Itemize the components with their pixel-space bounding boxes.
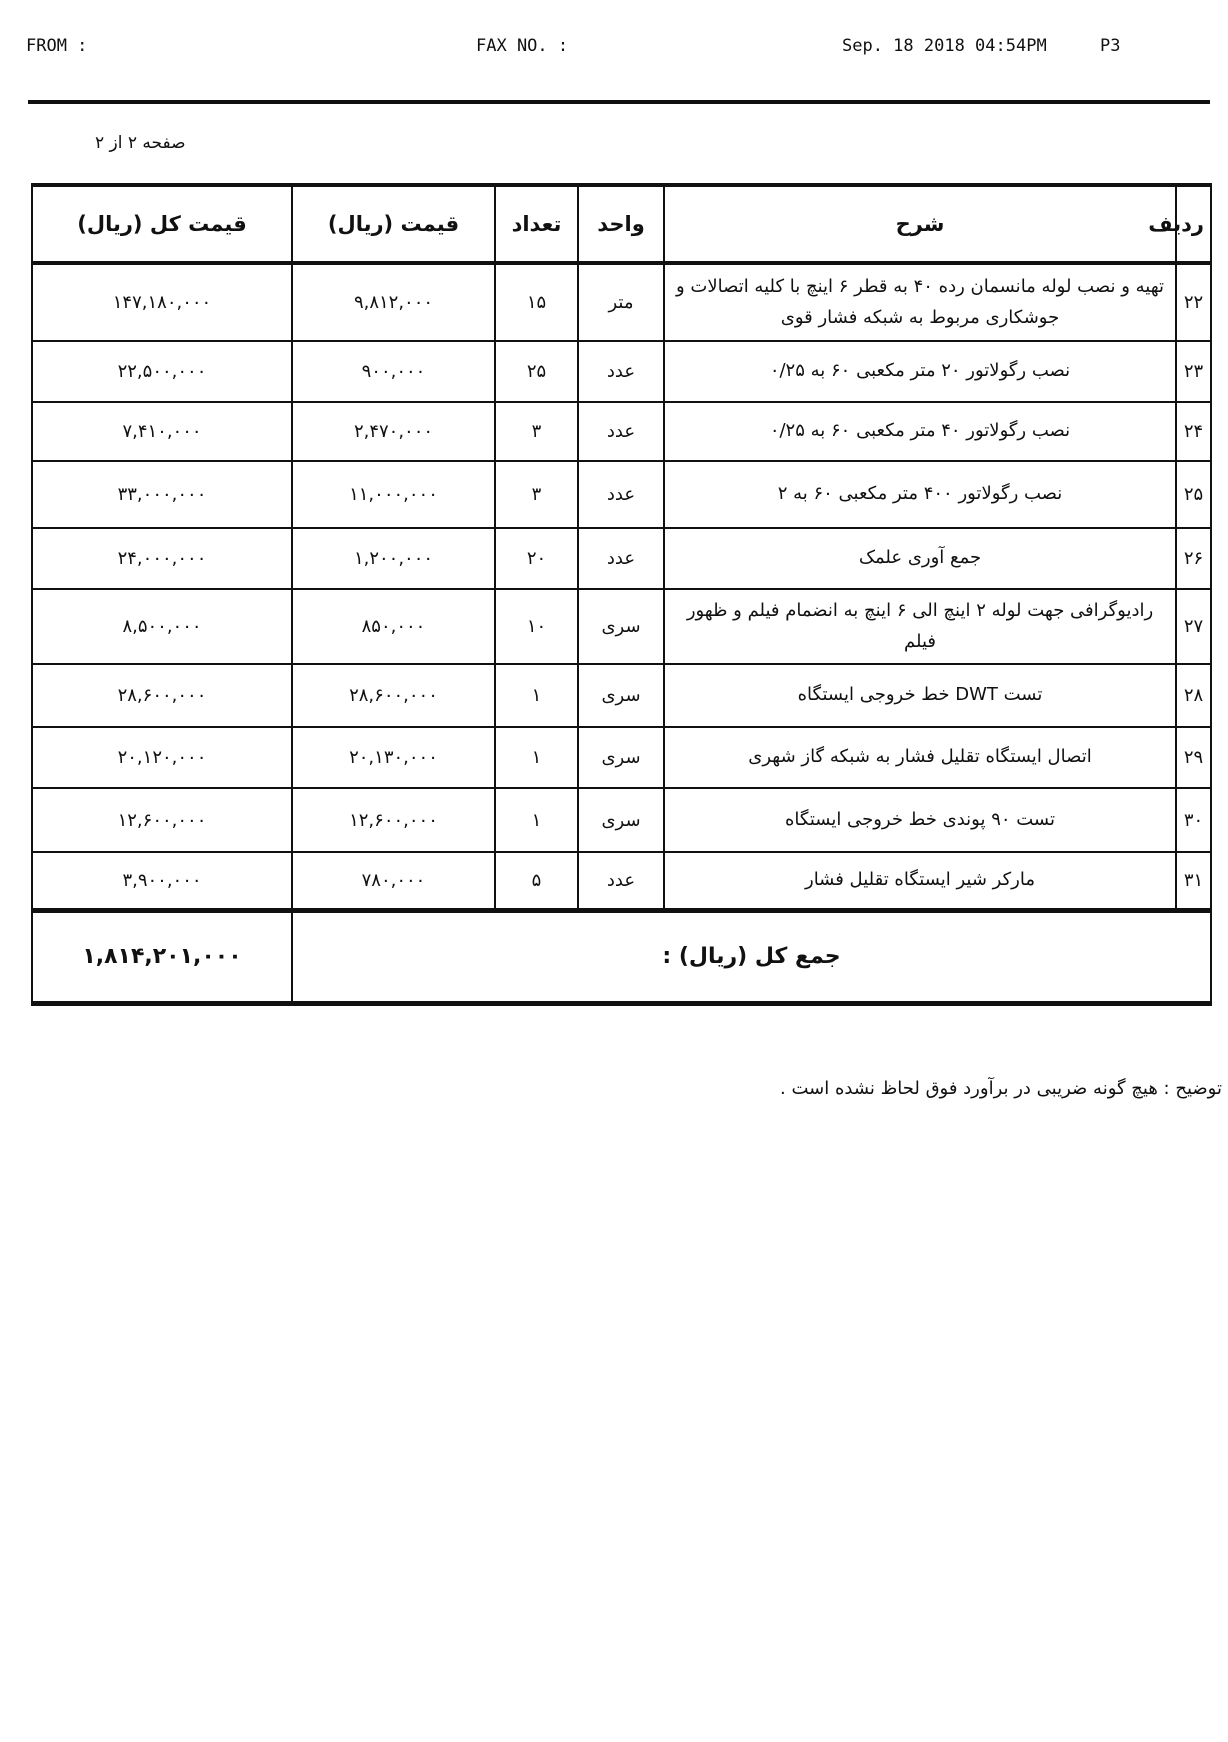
description-cell: رادیوگرافی جهت لوله ۲ اینچ الی ۶ اینچ به… [663, 588, 1177, 665]
table-cell: ۲۵ [1175, 460, 1212, 529]
table-cell: ۷,۴۱۰,۰۰۰ [31, 401, 293, 462]
table-cell: عدد [577, 340, 665, 403]
table-cell: ۳,۹۰۰,۰۰۰ [31, 851, 293, 911]
table-cell: ۱ [494, 787, 579, 853]
table-cell: ۱,۲۰۰,۰۰۰ [291, 527, 496, 590]
table-cell: عدد [577, 851, 665, 911]
table-cell: ۲۲,۵۰۰,۰۰۰ [31, 340, 293, 403]
table-cell: ۱۵ [494, 262, 579, 342]
table-cell: ۳ [494, 460, 579, 529]
estimate-table: ردیف شرح واحد تعداد قیمت (ریال) قیمت کل (ریال… [31, 183, 1212, 1006]
table-cell: ۲۴,۰۰۰,۰۰۰ [31, 527, 293, 590]
table-row: ۲۳ نصب رگولاتور ۲۰ متر مکعبی ۶۰ به ۰/۲۵ عد… [31, 340, 1212, 403]
table-row: ۲۴ نصب رگولاتور ۴۰ متر مکعبی ۶۰ به ۰/۲۵ عد… [31, 401, 1212, 462]
page-label: صفحه ۲ از ۲ [95, 133, 186, 153]
table-row: ۲۶ جمع آوری علمک عدد ۲۰ ۱,۲۰۰,۰۰۰ ۲۴,۰۰۰,۰۰۰ [31, 527, 1212, 590]
table-cell: عدد [577, 401, 665, 462]
header-cell: واحد [577, 183, 665, 265]
table-cell: ۲۴ [1175, 401, 1212, 462]
table-row: ۳۱ مارکر شیر ایستگاه تقلیل فشار عدد ۵ ۷۸۰,۰۰… [31, 851, 1212, 911]
table-cell: عدد [577, 527, 665, 590]
table-cell: ۳۳,۰۰۰,۰۰۰ [31, 460, 293, 529]
table-cell: ۲۸ [1175, 663, 1212, 728]
table-cell: ۷۸۰,۰۰۰ [291, 851, 496, 911]
table-row: ۲۲ تهیه و نصب لوله مانسمان رده ۴۰ به قطر … [31, 262, 1212, 342]
table-row: ۲۹ اتصال ایستگاه تقلیل فشار به شبکه گاز ش… [31, 726, 1212, 789]
table-row: ۲۵ نصب رگولاتور ۴۰۰ متر مکعبی ۶۰ به ۲ عدد ۳… [31, 460, 1212, 529]
table-cell: ۲۶ [1175, 527, 1212, 590]
table-cell: ۲۰,۱۲۰,۰۰۰ [31, 726, 293, 789]
fax-page: P3 [1100, 36, 1121, 56]
description-cell: مارکر شیر ایستگاه تقلیل فشار [663, 851, 1177, 911]
table-cell: ۲۰,۱۳۰,۰۰۰ [291, 726, 496, 789]
footnote: توضیح : هیچ گونه ضریبی در برآورد فوق لحا… [780, 1078, 1222, 1099]
table-cell: ۹۰۰,۰۰۰ [291, 340, 496, 403]
total-value: ۱,۸۱۴,۲۰۱,۰۰۰ [31, 907, 293, 1006]
table-cell: ۱۴۷,۱۸۰,۰۰۰ [31, 262, 293, 342]
description-cell: جمع آوری علمک [663, 527, 1177, 590]
table-cell: ۱ [494, 726, 579, 789]
table-cell: عدد [577, 460, 665, 529]
table-cell: ۲۳ [1175, 340, 1212, 403]
description-cell: نصب رگولاتور ۴۰ متر مکعبی ۶۰ به ۰/۲۵ [663, 401, 1177, 462]
table-cell: ۲۸,۶۰۰,۰۰۰ [291, 663, 496, 728]
table-cell: ۸,۵۰۰,۰۰۰ [31, 588, 293, 665]
table-cell: ۱۲,۶۰۰,۰۰۰ [291, 787, 496, 853]
description-cell: تهیه و نصب لوله مانسمان رده ۴۰ به قطر ۶ … [663, 262, 1177, 342]
table-cell: ۲۰ [494, 527, 579, 590]
description-cell: اتصال ایستگاه تقلیل فشار به شبکه گاز شهر… [663, 726, 1177, 789]
table-cell: سری [577, 787, 665, 853]
table-cell: ۲۷ [1175, 588, 1212, 665]
table-cell: متر [577, 262, 665, 342]
description-cell: تست DWT خط خروجی ایستگاه [663, 663, 1177, 728]
table-row: ۳۰ تست ۹۰ پوندی خط خروجی ایستگاه سری ۱ ۱۲,۶۰… [31, 787, 1212, 853]
header-cell: قیمت (ریال) [291, 183, 496, 265]
table-row: ۲۷ رادیوگرافی جهت لوله ۲ اینچ الی ۶ اینچ … [31, 588, 1212, 665]
table-cell: سری [577, 663, 665, 728]
header-cell: قیمت کل (ریال) [31, 183, 293, 265]
total-row: جمع کل (ریال) :۱,۸۱۴,۲۰۱,۰۰۰ [31, 907, 1212, 1006]
table-cell: ۱۱,۰۰۰,۰۰۰ [291, 460, 496, 529]
table-body: ۲۲ تهیه و نصب لوله مانسمان رده ۴۰ به قطر … [31, 262, 1212, 1006]
table-cell: ۲,۴۷۰,۰۰۰ [291, 401, 496, 462]
header-cell: شرح [663, 183, 1177, 265]
description-cell: نصب رگولاتور ۲۰ متر مکعبی ۶۰ به ۰/۲۵ [663, 340, 1177, 403]
table-row: ۲۸ تست DWT خط خروجی ایستگاه سری ۱ ۲۸,۶۰۰,۰۰۰… [31, 663, 1212, 728]
table-cell: سری [577, 726, 665, 789]
header-row: ردیف شرح واحد تعداد قیمت (ریال) قیمت کل (ریال… [31, 183, 1212, 265]
table-cell: ۱۲,۶۰۰,۰۰۰ [31, 787, 293, 853]
header-rule [28, 100, 1210, 104]
table-cell: ۳۱ [1175, 851, 1212, 911]
table-cell: ۲۸,۶۰۰,۰۰۰ [31, 663, 293, 728]
table-cell: ۲۵ [494, 340, 579, 403]
table-cell: ۲۹ [1175, 726, 1212, 789]
header-cell: تعداد [494, 183, 579, 265]
fax-from: FROM : [26, 36, 88, 56]
description-cell: نصب رگولاتور ۴۰۰ متر مکعبی ۶۰ به ۲ [663, 460, 1177, 529]
table-cell: ۳۰ [1175, 787, 1212, 853]
table-cell: ۹,۸۱۲,۰۰۰ [291, 262, 496, 342]
table-cell: ۳ [494, 401, 579, 462]
description-cell: تست ۹۰ پوندی خط خروجی ایستگاه [663, 787, 1177, 853]
header-cell: ردیف [1148, 183, 1212, 265]
table-cell: ۸۵۰,۰۰۰ [291, 588, 496, 665]
fax-date: Sep. 18 2018 04:54PM [842, 36, 1047, 56]
table-cell: ۱ [494, 663, 579, 728]
total-label: جمع کل (ریال) : [291, 907, 1212, 1006]
table-cell: ۲۲ [1175, 262, 1212, 342]
table-cell: سری [577, 588, 665, 665]
fax-number: FAX NO. : [476, 36, 569, 56]
table-cell: ۵ [494, 851, 579, 911]
table-cell: ۱۰ [494, 588, 579, 665]
